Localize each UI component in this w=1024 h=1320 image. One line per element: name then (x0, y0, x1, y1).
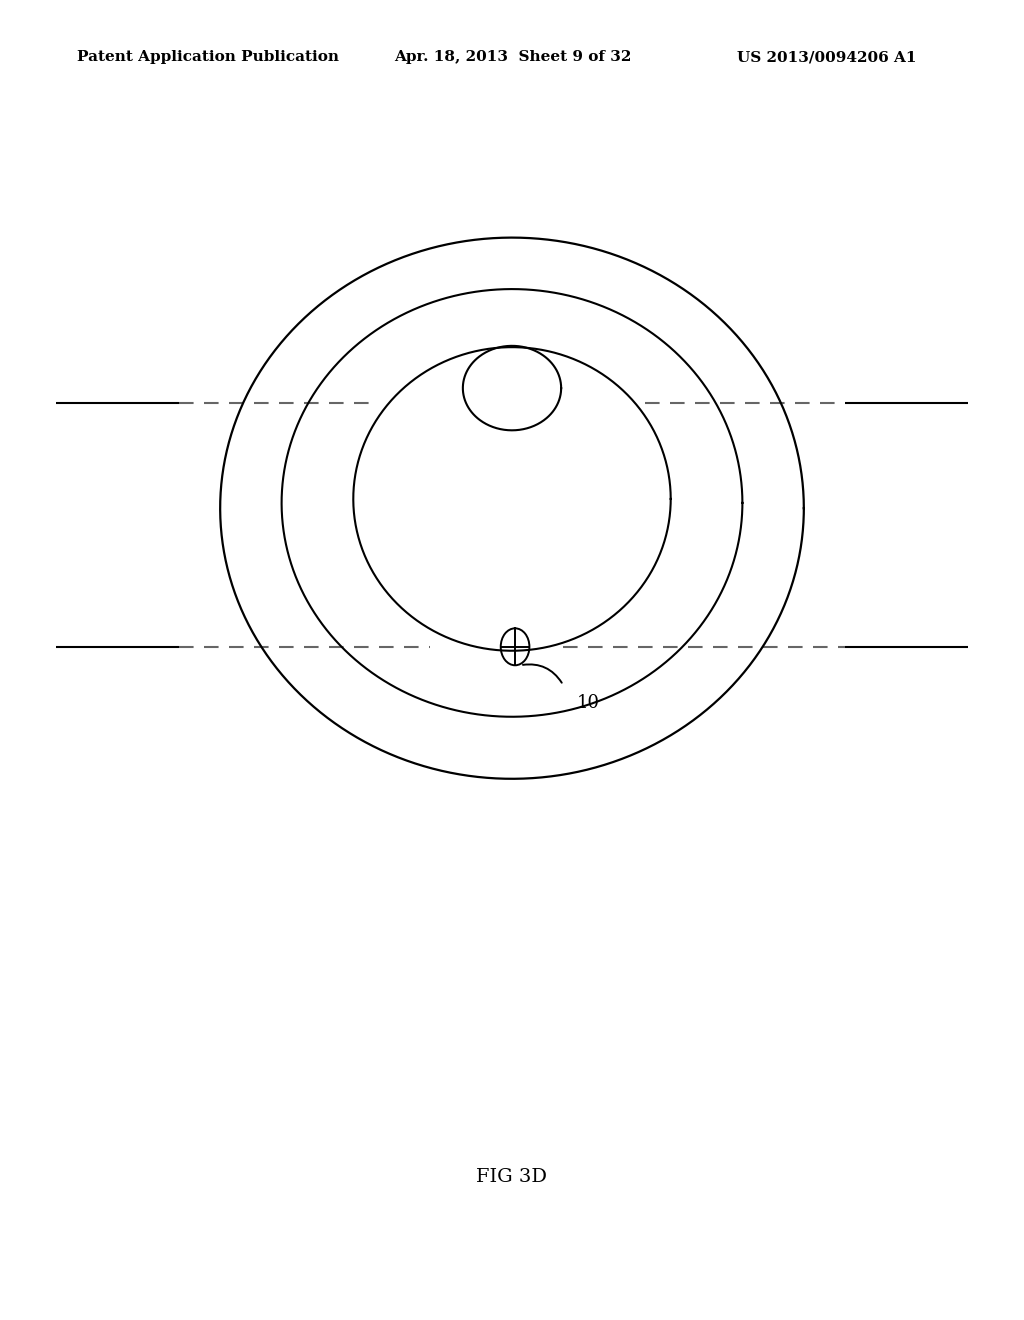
Text: US 2013/0094206 A1: US 2013/0094206 A1 (737, 50, 916, 65)
Text: FIG 3D: FIG 3D (476, 1168, 548, 1187)
Text: 10: 10 (577, 694, 599, 713)
Text: Apr. 18, 2013  Sheet 9 of 32: Apr. 18, 2013 Sheet 9 of 32 (394, 50, 632, 65)
Text: Patent Application Publication: Patent Application Publication (77, 50, 339, 65)
